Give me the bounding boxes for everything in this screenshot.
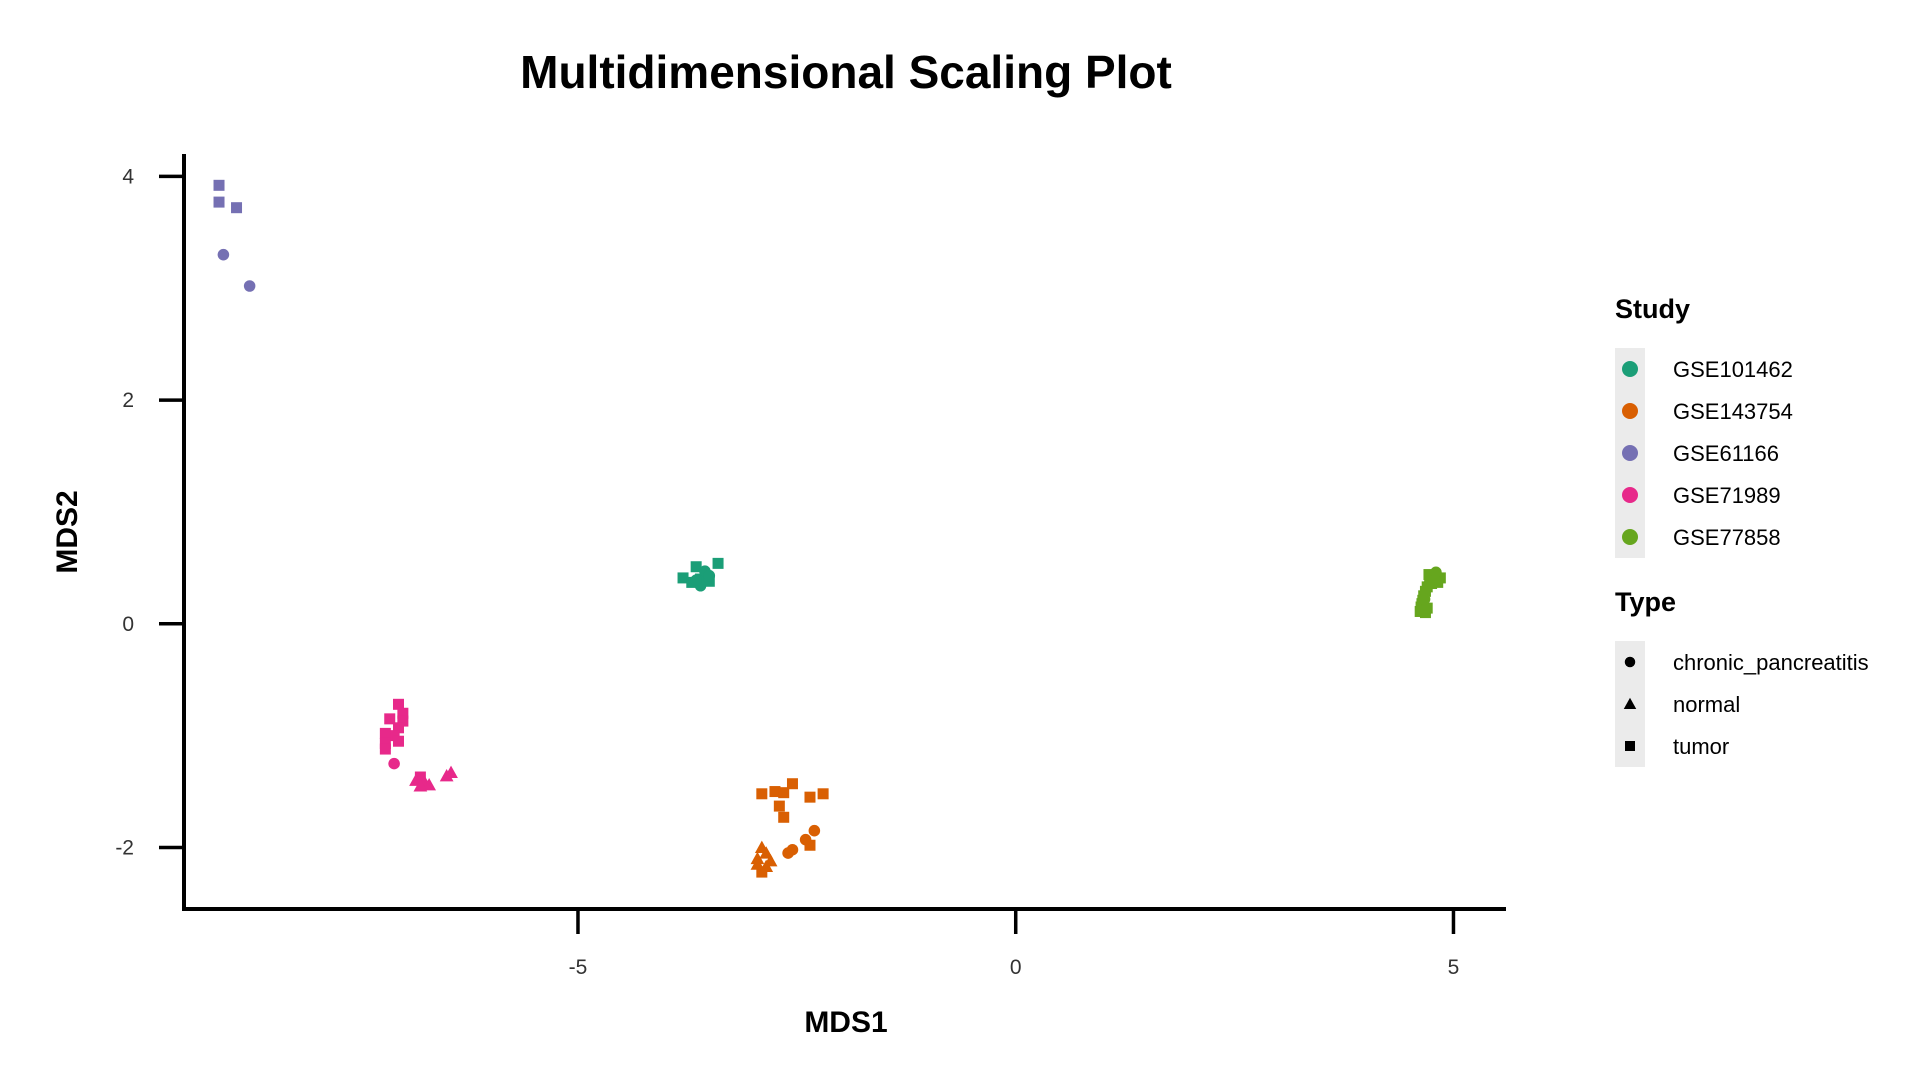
data-point bbox=[1432, 576, 1444, 588]
data-point bbox=[778, 811, 790, 823]
data-point bbox=[677, 572, 689, 584]
data-point bbox=[690, 561, 702, 573]
data-point bbox=[786, 778, 798, 790]
x-tick-label: 5 bbox=[1448, 956, 1460, 979]
legend-study-label: GSE71989 bbox=[1673, 483, 1781, 508]
data-point bbox=[379, 737, 391, 749]
y-tick-label: -2 bbox=[115, 836, 134, 859]
x-axis-title: MDS1 bbox=[804, 1006, 887, 1039]
chart-title: Multidimensional Scaling Plot bbox=[520, 46, 1172, 98]
data-point bbox=[799, 833, 812, 846]
legend: Study GSE101462 GSE143754 GSE61166 GSE71989… bbox=[1615, 294, 1869, 767]
legend-study-swatch bbox=[1622, 487, 1638, 503]
data-point bbox=[703, 569, 716, 582]
data-point bbox=[1421, 602, 1433, 614]
data-point bbox=[231, 202, 243, 214]
y-axis-ticks: -2 0 2 4 bbox=[115, 165, 184, 859]
legend-type-label: normal bbox=[1673, 692, 1740, 717]
legend-study-label: GSE101462 bbox=[1673, 357, 1793, 382]
data-point bbox=[392, 722, 404, 734]
data-point bbox=[397, 715, 409, 727]
data-point bbox=[750, 857, 765, 870]
x-tick-label: 0 bbox=[1010, 956, 1022, 979]
y-tick-label: 0 bbox=[122, 613, 134, 636]
data-point bbox=[756, 788, 768, 800]
data-point bbox=[388, 730, 400, 742]
data-point bbox=[243, 280, 256, 292]
data-point bbox=[804, 839, 816, 851]
legend-study-title: Study bbox=[1615, 294, 1690, 324]
data-point bbox=[1414, 605, 1426, 617]
y-tick-label: 4 bbox=[122, 165, 134, 188]
data-point bbox=[413, 779, 428, 792]
legend-type-swatch bbox=[1624, 656, 1636, 668]
legend-study-label: GSE61166 bbox=[1673, 441, 1779, 466]
legend-type-swatch bbox=[1625, 741, 1635, 751]
data-point bbox=[769, 786, 781, 798]
data-point bbox=[759, 846, 774, 859]
legend-study-swatch bbox=[1622, 529, 1638, 545]
data-point bbox=[1418, 593, 1431, 605]
data-point bbox=[213, 179, 225, 191]
legend-study-items: GSE101462 GSE143754 GSE61166 GSE71989 GSE778… bbox=[1615, 348, 1793, 558]
data-point bbox=[712, 557, 724, 569]
data-point bbox=[1424, 575, 1436, 588]
legend-study-swatch bbox=[1622, 361, 1638, 377]
x-axis-ticks: -5 0 5 bbox=[569, 909, 1460, 979]
data-point bbox=[384, 713, 396, 725]
data-point bbox=[808, 824, 821, 837]
data-point bbox=[379, 743, 391, 755]
legend-type-label: tumor bbox=[1673, 734, 1729, 759]
legend-study-swatch bbox=[1622, 445, 1638, 461]
data-point bbox=[1430, 566, 1442, 579]
x-tick-label: -5 bbox=[569, 956, 588, 979]
legend-type-swatch bbox=[1623, 697, 1637, 709]
data-point bbox=[388, 757, 400, 770]
data-point bbox=[217, 248, 230, 261]
data-point bbox=[397, 707, 409, 719]
data-point bbox=[392, 698, 404, 710]
data-point bbox=[782, 847, 794, 859]
data-point bbox=[392, 735, 404, 747]
data-points bbox=[213, 179, 1446, 878]
data-point bbox=[414, 771, 426, 783]
data-point bbox=[778, 787, 790, 799]
data-point bbox=[756, 866, 768, 878]
data-point bbox=[804, 791, 816, 803]
data-point bbox=[690, 574, 702, 586]
data-point bbox=[773, 800, 785, 812]
legend-type-title: Type bbox=[1615, 587, 1676, 617]
legend-type-label: chronic_pancreatitis bbox=[1673, 650, 1869, 675]
data-point bbox=[817, 788, 829, 800]
data-point bbox=[444, 765, 458, 779]
legend-study-label: GSE143754 bbox=[1673, 399, 1793, 424]
data-point bbox=[213, 196, 225, 208]
data-point bbox=[759, 859, 774, 872]
y-axis-title: MDS2 bbox=[51, 490, 84, 573]
data-point bbox=[422, 777, 437, 791]
y-tick-label: 2 bbox=[122, 389, 134, 412]
data-point bbox=[379, 727, 391, 739]
legend-study-label: GSE77858 bbox=[1673, 525, 1781, 550]
legend-study-swatch bbox=[1622, 403, 1638, 419]
